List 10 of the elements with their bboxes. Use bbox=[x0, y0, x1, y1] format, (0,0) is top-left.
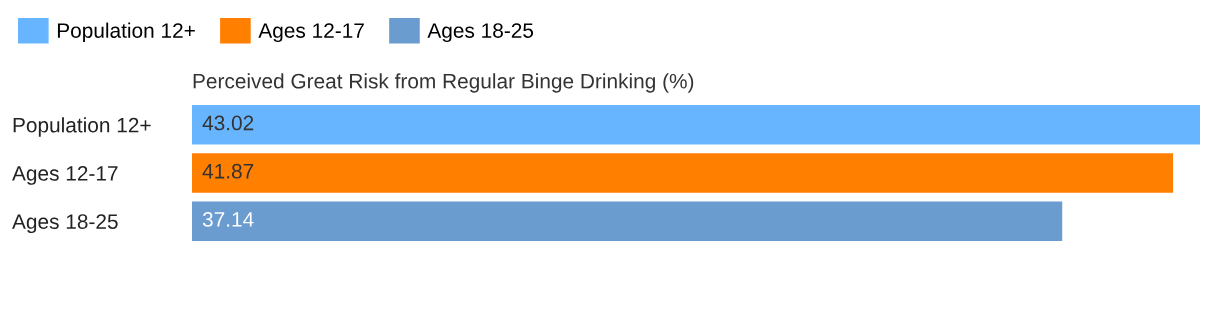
chart-title: Perceived Great Risk from Regular Binge Drinking (%) bbox=[193, 73, 694, 93]
y-tick-label: Ages 18-25 bbox=[12, 214, 118, 234]
legend-label: Ages 18-25 bbox=[427, 23, 534, 43]
data-label: 43.02 bbox=[202, 115, 254, 131]
data-label: 37.14 bbox=[202, 212, 254, 227]
legend-label: Ages 12-17 bbox=[258, 23, 364, 43]
data-label: 41.87 bbox=[202, 163, 254, 179]
y-tick-label: Population 12+ bbox=[13, 117, 151, 137]
y-tick-label: Ages 12-17 bbox=[12, 166, 118, 185]
legend-label: Population 12+ bbox=[57, 22, 195, 43]
